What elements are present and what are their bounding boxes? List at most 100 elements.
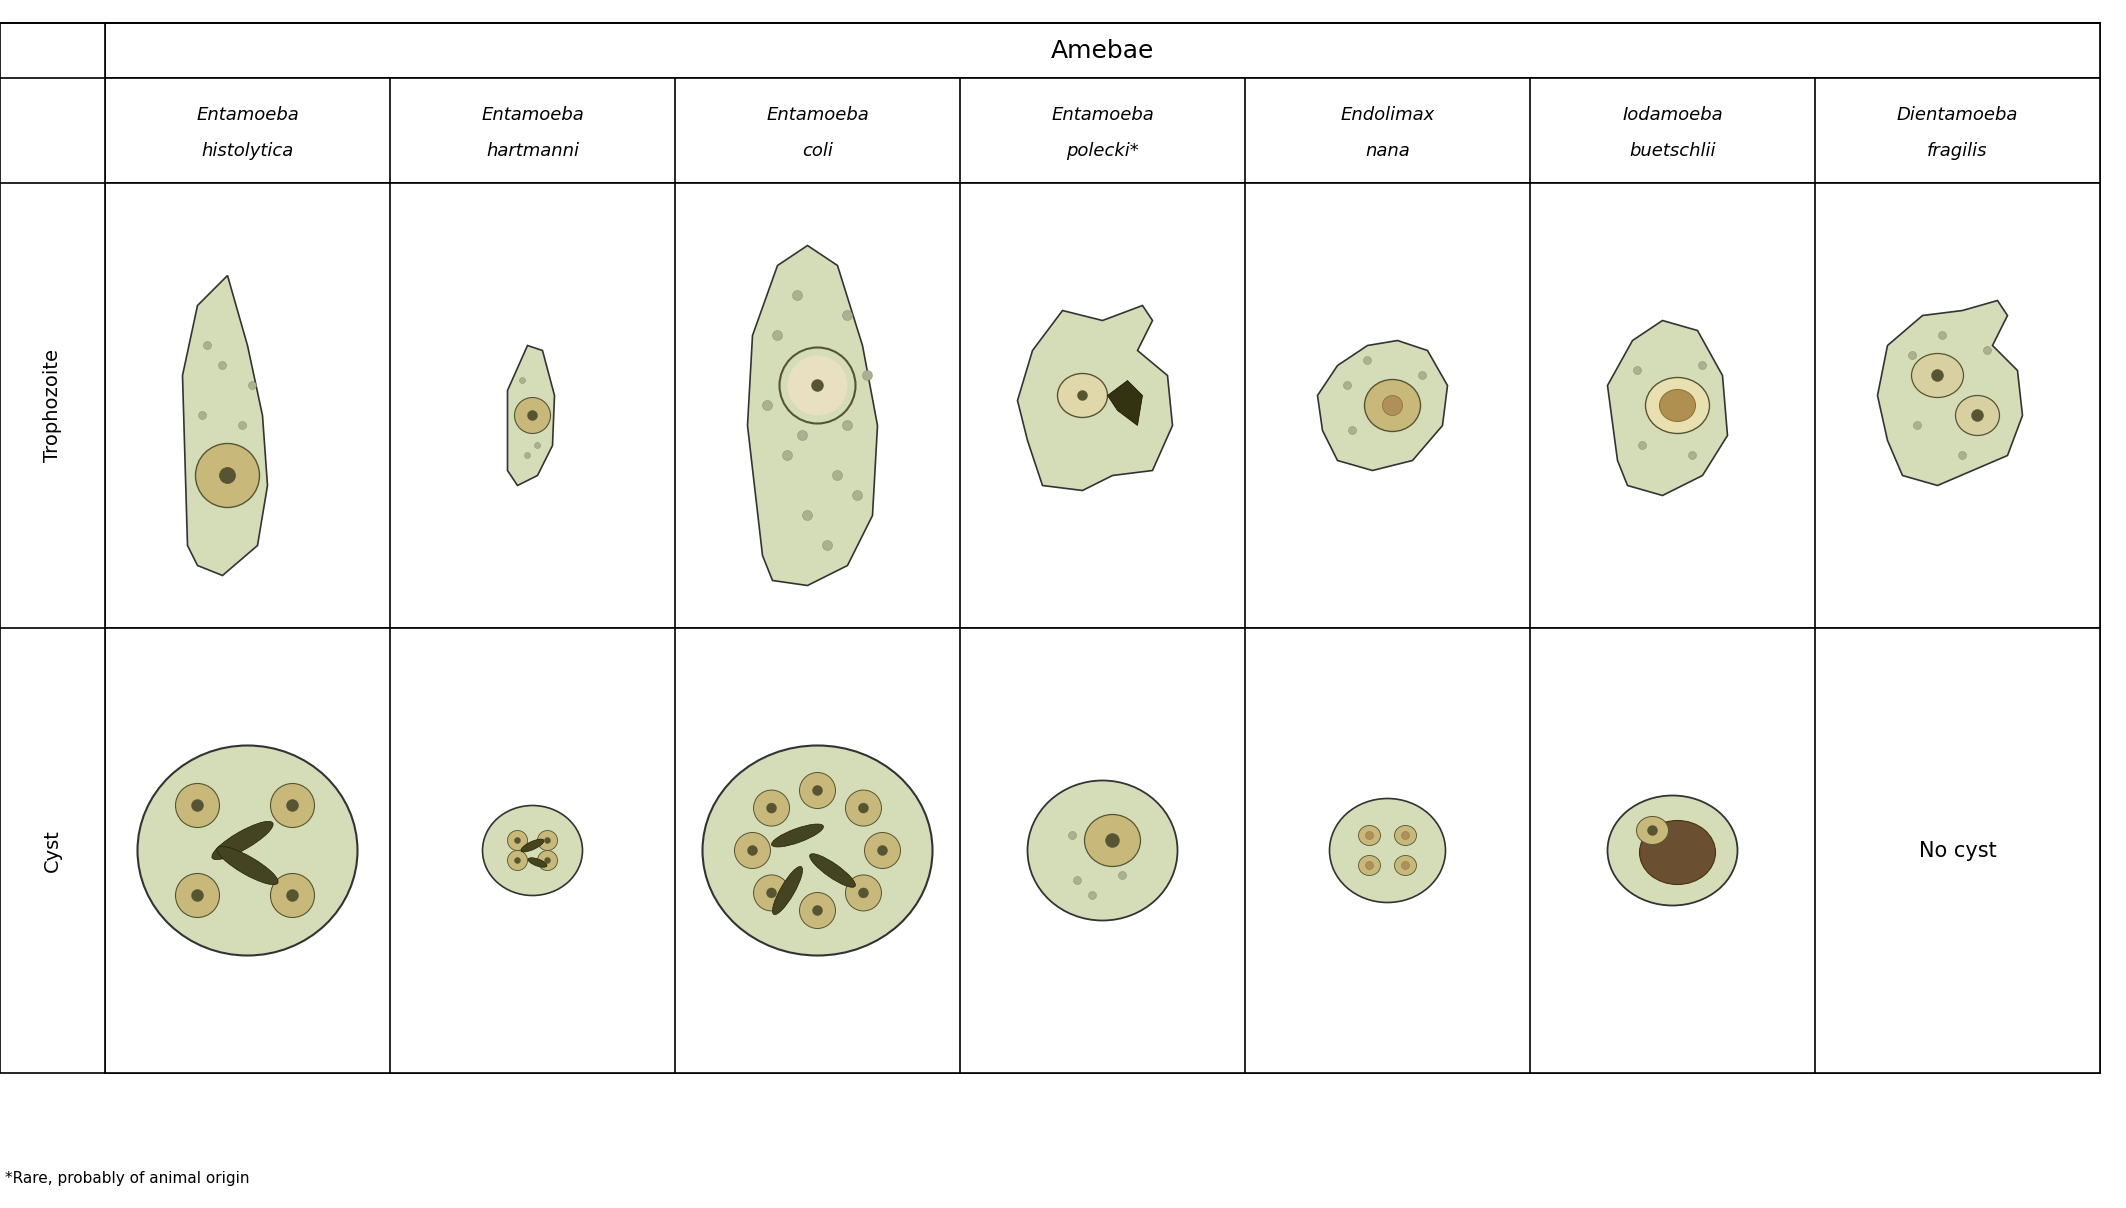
Circle shape [878,846,887,855]
Circle shape [1958,452,1967,459]
Ellipse shape [787,355,848,416]
Circle shape [1365,861,1373,870]
Text: Entamoeba: Entamoeba [480,106,585,124]
Ellipse shape [213,821,272,860]
Circle shape [527,411,538,420]
Ellipse shape [514,397,551,434]
Ellipse shape [810,854,855,888]
Circle shape [1401,831,1410,840]
Ellipse shape [196,443,259,507]
Ellipse shape [1084,814,1140,866]
Circle shape [238,422,247,430]
Text: buetschlii: buetschlii [1629,141,1716,159]
Circle shape [793,290,802,301]
Circle shape [863,371,872,381]
Text: *Rare, probably of animal origin: *Rare, probably of animal origin [4,1171,249,1185]
Text: coli: coli [802,141,833,159]
Polygon shape [1607,320,1728,495]
Ellipse shape [176,873,219,918]
Circle shape [1382,395,1403,416]
Circle shape [514,837,521,843]
Polygon shape [1108,381,1142,425]
Circle shape [198,412,206,419]
Ellipse shape [753,875,789,911]
Ellipse shape [1365,379,1420,431]
Ellipse shape [1395,825,1416,846]
Ellipse shape [1027,780,1178,920]
Ellipse shape [138,745,357,956]
Circle shape [1344,382,1352,389]
Circle shape [1648,825,1658,836]
Bar [0,23,104,1073]
Ellipse shape [1329,798,1446,902]
Circle shape [544,858,551,864]
Circle shape [287,889,298,901]
Text: Amebae: Amebae [1050,39,1154,63]
Circle shape [525,453,532,459]
Circle shape [782,451,793,460]
Ellipse shape [217,847,279,884]
Circle shape [1633,366,1641,374]
Circle shape [842,420,853,430]
Circle shape [748,846,757,855]
Ellipse shape [1646,377,1709,434]
Circle shape [763,401,772,411]
Circle shape [534,442,540,448]
Ellipse shape [1057,373,1108,418]
Circle shape [767,888,776,898]
Ellipse shape [1607,796,1737,906]
Circle shape [812,906,823,916]
Text: Entamoeba: Entamoeba [1050,106,1154,124]
Bar [104,182,2100,628]
Polygon shape [748,245,878,586]
Ellipse shape [846,875,882,911]
Circle shape [823,540,833,551]
Circle shape [1933,370,1943,382]
Ellipse shape [772,824,823,847]
Ellipse shape [176,784,219,827]
Text: Entamoeba: Entamoeba [765,106,870,124]
Text: Dientamoeba: Dientamoeba [1896,106,2018,124]
Circle shape [812,785,823,796]
Circle shape [544,837,551,843]
Circle shape [1365,831,1373,840]
Ellipse shape [483,806,583,895]
Ellipse shape [508,831,527,850]
Circle shape [842,310,853,320]
Circle shape [1971,410,1984,422]
Text: Iodamoeba: Iodamoeba [1622,106,1722,124]
Circle shape [802,511,812,521]
Ellipse shape [799,893,836,929]
Circle shape [249,382,257,389]
Ellipse shape [1359,855,1380,876]
Text: Entamoeba: Entamoeba [196,106,300,124]
Polygon shape [1318,341,1448,470]
Circle shape [1118,871,1127,879]
Circle shape [514,858,521,864]
Ellipse shape [733,832,770,869]
Ellipse shape [538,831,557,850]
Text: Trophozoite: Trophozoite [43,349,62,461]
Text: Endolimax: Endolimax [1339,106,1435,124]
Circle shape [204,342,210,349]
Ellipse shape [1956,395,1998,436]
Text: Cyst: Cyst [43,829,62,872]
Bar [104,23,2100,1073]
Circle shape [191,800,204,812]
Ellipse shape [270,784,315,827]
Circle shape [191,889,204,901]
Circle shape [1106,834,1120,848]
Ellipse shape [1660,389,1697,422]
Circle shape [1074,877,1082,884]
Text: histolytica: histolytica [202,141,293,159]
Text: hartmanni: hartmanni [487,141,578,159]
Polygon shape [1018,306,1174,490]
Circle shape [219,361,227,370]
Ellipse shape [1359,825,1380,846]
Circle shape [287,800,298,812]
Ellipse shape [1639,820,1716,884]
Circle shape [859,803,867,813]
Ellipse shape [1911,354,1964,397]
Polygon shape [1877,301,2022,486]
Circle shape [859,888,867,898]
